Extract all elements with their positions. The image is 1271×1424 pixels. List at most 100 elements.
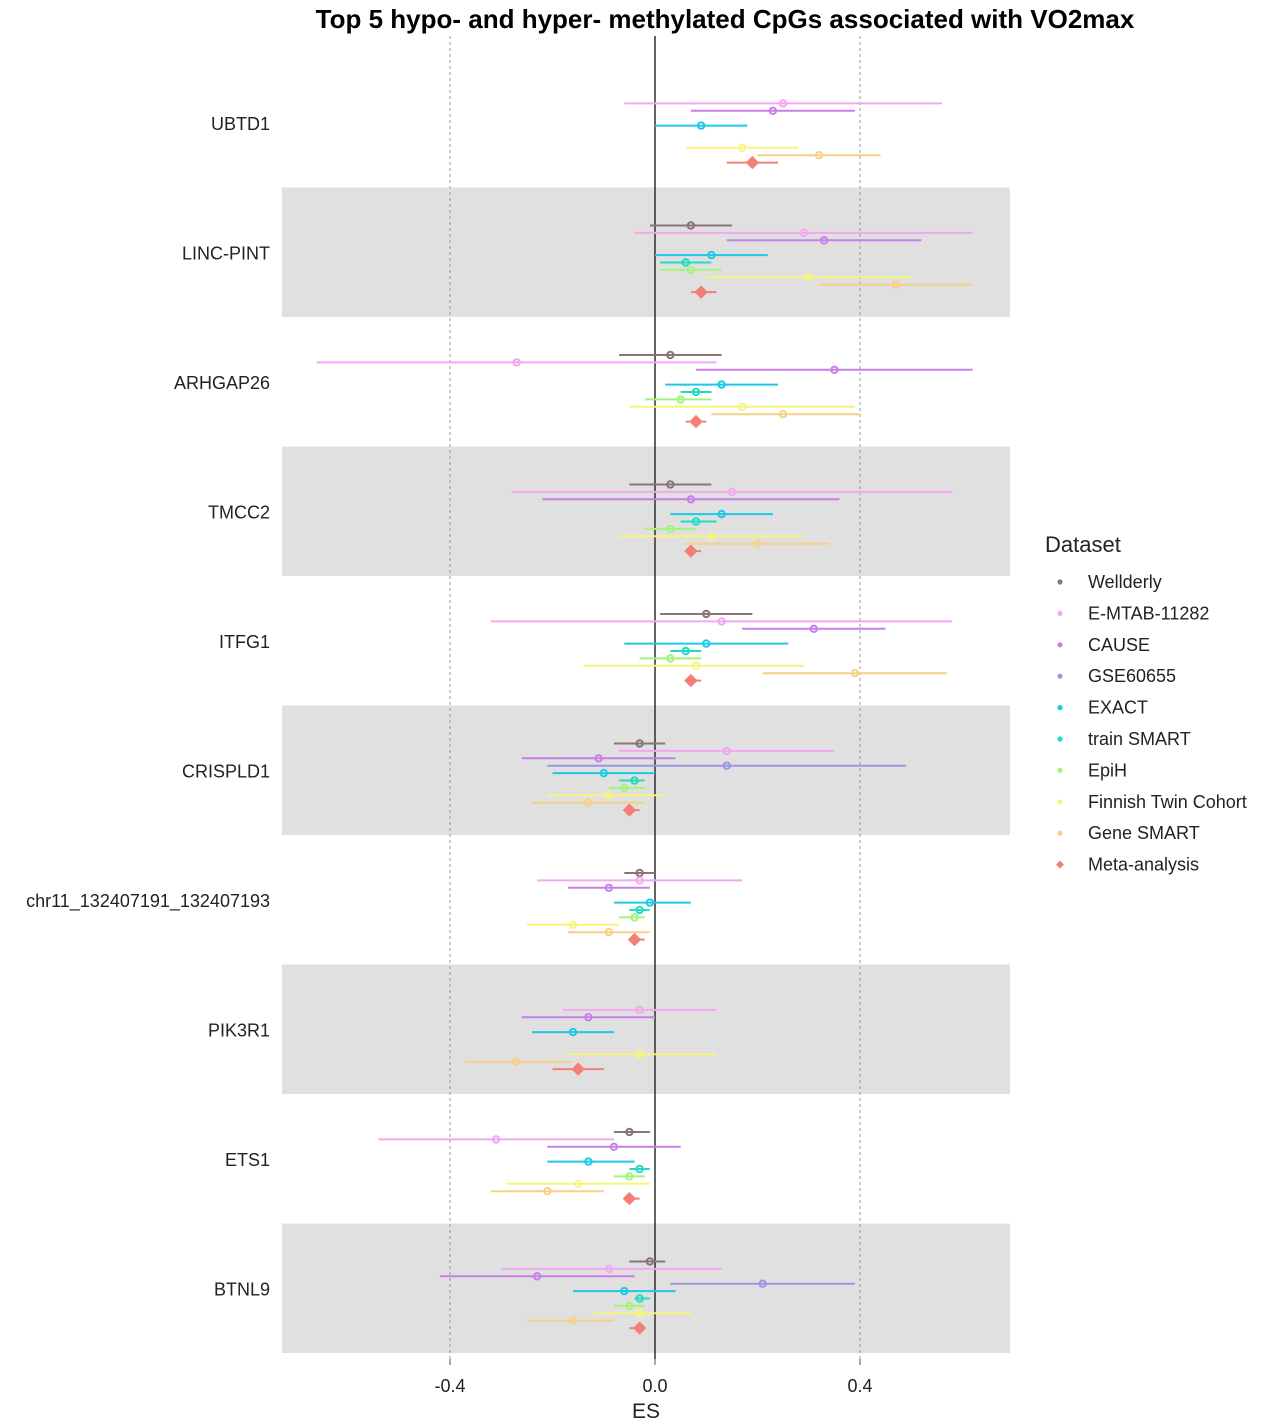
estimate-point bbox=[573, 1179, 583, 1189]
legend-key bbox=[1057, 610, 1063, 617]
y-tick-label: TMCC2 bbox=[208, 502, 270, 522]
legend-label: Gene SMART bbox=[1088, 823, 1200, 843]
estimate-point bbox=[635, 1309, 644, 1318]
estimate-point bbox=[609, 1142, 619, 1152]
legend-key bbox=[1057, 767, 1063, 774]
estimate-point bbox=[778, 99, 788, 108]
x-tick-label: -0.4 bbox=[434, 1376, 465, 1396]
y-tick-label: ITFG1 bbox=[219, 632, 270, 652]
estimate-point bbox=[532, 1272, 542, 1281]
estimate-point bbox=[512, 358, 521, 367]
estimate-point bbox=[630, 913, 639, 922]
meta-estimate-point bbox=[694, 285, 708, 299]
estimate-point bbox=[666, 654, 675, 663]
estimate-point bbox=[768, 106, 778, 116]
legend-label: EpiH bbox=[1088, 760, 1127, 780]
estimate-point bbox=[568, 1316, 578, 1325]
estimate-point bbox=[727, 487, 737, 497]
estimate-point bbox=[635, 868, 644, 878]
meta-estimate-point bbox=[622, 1191, 637, 1206]
estimate-point bbox=[645, 1257, 655, 1266]
meta-estimate-point bbox=[627, 932, 642, 947]
estimate-point bbox=[702, 609, 711, 619]
legend-label: CAUSE bbox=[1088, 635, 1150, 655]
row-band bbox=[282, 187, 1010, 317]
y-tick-label: chr11_132407191_132407193 bbox=[26, 891, 270, 912]
estimate-point bbox=[543, 1187, 552, 1196]
estimate-point bbox=[666, 350, 675, 360]
estimate-point bbox=[681, 258, 690, 267]
estimate-point bbox=[666, 524, 675, 534]
estimate-point bbox=[717, 617, 726, 626]
meta-estimate-point bbox=[684, 673, 698, 688]
legend-title: Dataset bbox=[1045, 532, 1121, 557]
estimate-point bbox=[645, 898, 655, 907]
estimate-point bbox=[568, 920, 578, 929]
y-tick-label: BTNL9 bbox=[214, 1279, 270, 1299]
legend-key bbox=[1056, 860, 1064, 869]
meta-estimate-point bbox=[684, 544, 698, 558]
estimate-point bbox=[830, 365, 839, 374]
y-tick-label: CRISPLD1 bbox=[182, 761, 270, 781]
estimate-point bbox=[707, 532, 716, 541]
estimate-point bbox=[599, 768, 608, 778]
estimate-point bbox=[604, 883, 614, 892]
estimate-point bbox=[753, 539, 762, 548]
legend-label: E-MTAB-11282 bbox=[1088, 603, 1209, 623]
estimate-point bbox=[850, 669, 860, 678]
estimate-point bbox=[625, 1127, 634, 1137]
estimate-point bbox=[891, 280, 901, 289]
estimate-point bbox=[691, 387, 701, 397]
estimate-point bbox=[681, 646, 690, 656]
estimate-point bbox=[799, 228, 808, 238]
estimate-point bbox=[604, 928, 614, 937]
estimate-point bbox=[691, 661, 701, 670]
estimate-point bbox=[584, 798, 593, 807]
estimate-point bbox=[635, 1294, 644, 1303]
legend-key bbox=[1057, 642, 1063, 648]
chart-title: Top 5 hypo- and hyper- methylated CpGs a… bbox=[316, 4, 1135, 34]
estimate-point bbox=[584, 1013, 593, 1022]
estimate-point bbox=[819, 236, 829, 245]
grid-lines bbox=[449, 36, 861, 1359]
legend-key bbox=[1057, 673, 1063, 679]
estimate-point bbox=[702, 639, 711, 648]
estimate-point bbox=[604, 791, 614, 800]
estimate-point bbox=[635, 1050, 644, 1059]
y-tick-label: UBTD1 bbox=[211, 114, 270, 134]
estimate-point bbox=[666, 480, 675, 489]
meta-estimate-point bbox=[632, 1321, 647, 1335]
estimate-point bbox=[584, 1157, 593, 1166]
estimate-point bbox=[491, 1135, 501, 1144]
estimate-point bbox=[707, 250, 716, 260]
y-tick-label: ARHGAP26 bbox=[174, 373, 270, 393]
meta-estimate-point bbox=[689, 414, 703, 429]
estimate-point bbox=[809, 624, 819, 633]
y-tick-label: PIK3R1 bbox=[208, 1020, 270, 1040]
estimate-point bbox=[512, 1057, 521, 1066]
meta-estimate-point bbox=[571, 1062, 585, 1076]
estimate-point bbox=[635, 739, 644, 748]
legend-label: EXACT bbox=[1088, 698, 1148, 718]
legend: Dataset Wellderly E-MTAB-11282 CAUSE GSE606… bbox=[1045, 532, 1247, 875]
legend-label: train SMART bbox=[1088, 729, 1191, 749]
meta-estimate-point bbox=[745, 155, 760, 170]
row-bands bbox=[282, 187, 1010, 1353]
legend-label: Meta-analysis bbox=[1088, 855, 1199, 875]
x-axis-title: ES bbox=[632, 1400, 660, 1423]
estimate-point bbox=[625, 1301, 634, 1311]
x-tick-label: 0.0 bbox=[642, 1376, 667, 1396]
row-band bbox=[282, 1223, 1010, 1353]
x-tick-label: 0.4 bbox=[847, 1376, 872, 1396]
estimate-point bbox=[686, 495, 696, 504]
estimate-point bbox=[620, 783, 629, 793]
estimate-point bbox=[676, 395, 685, 404]
row-band bbox=[282, 446, 1010, 576]
row-band bbox=[282, 964, 1010, 1094]
legend-label: GSE60655 bbox=[1088, 666, 1176, 686]
estimate-point bbox=[686, 221, 696, 230]
estimate-point bbox=[737, 143, 747, 153]
y-tick-label: LINC-PINT bbox=[182, 243, 270, 263]
estimate-point bbox=[635, 1005, 644, 1015]
estimate-point bbox=[717, 509, 726, 519]
